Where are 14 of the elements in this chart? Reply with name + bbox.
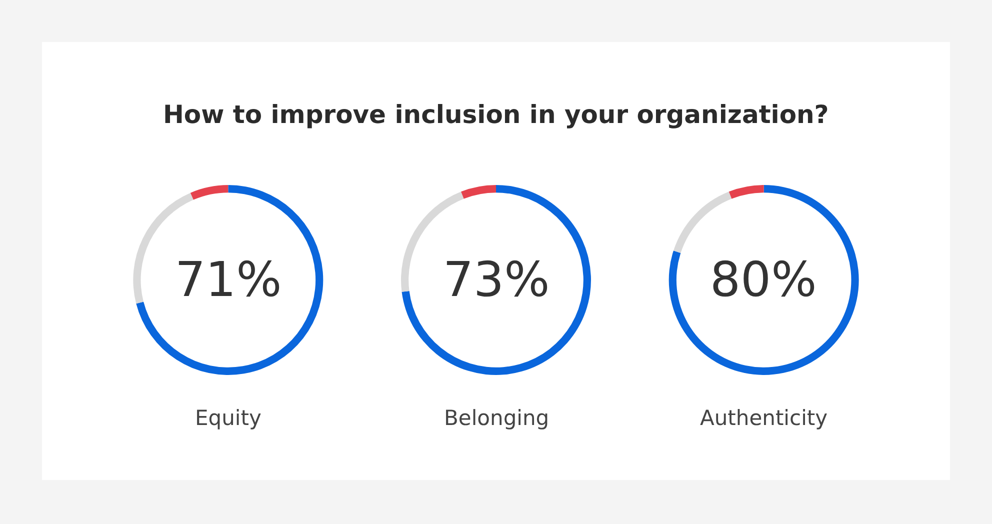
- donut-slice: [190, 185, 228, 200]
- text: Authenticity: [700, 406, 828, 430]
- donut-slice: [668, 185, 859, 375]
- donut-slice: [728, 185, 764, 199]
- text: 80%: [710, 252, 817, 308]
- text: Belonging: [444, 406, 550, 430]
- donut-slice: [461, 185, 496, 199]
- donut-slice: [673, 192, 732, 253]
- text: How to improve inclusion in your organization?: [163, 100, 829, 129]
- text: 73%: [443, 252, 550, 308]
- donut-slice: [136, 185, 324, 375]
- text: Equity: [195, 406, 262, 430]
- donut-slice: [402, 185, 591, 375]
- text: 71%: [175, 252, 282, 308]
